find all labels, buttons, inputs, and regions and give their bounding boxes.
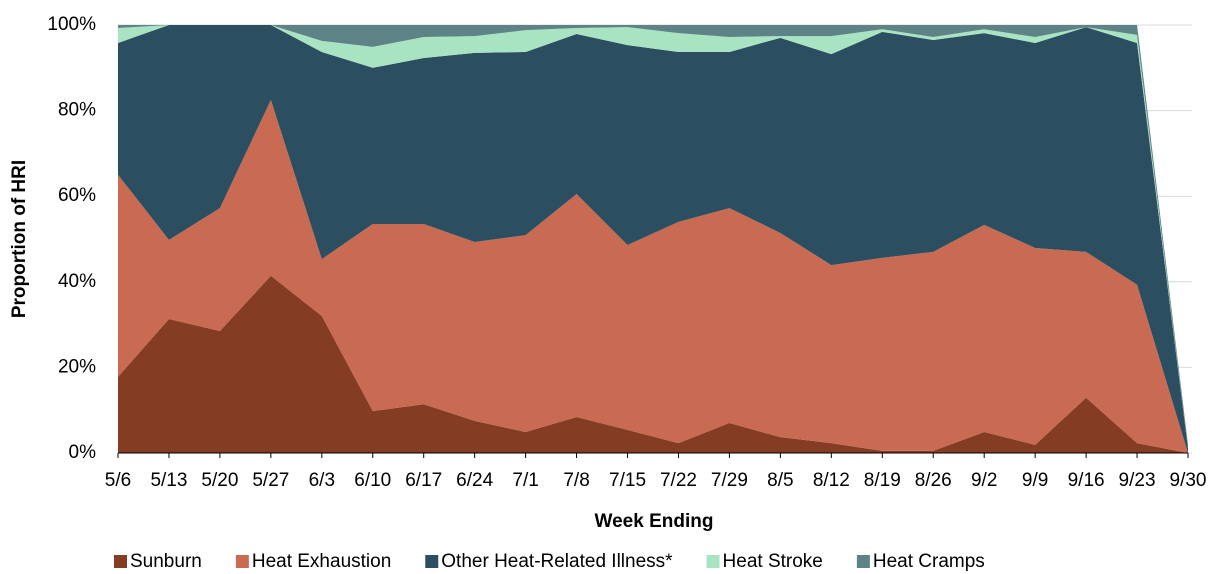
x-tick-label: 5/20 — [201, 470, 238, 491]
x-tick-label: 7/15 — [609, 470, 646, 491]
y-axis-title: Proportion of HRI — [9, 160, 30, 318]
y-tick-label: 60% — [58, 185, 96, 206]
x-tick-label: 9/9 — [1022, 470, 1048, 491]
x-tick-label: 7/22 — [660, 470, 697, 491]
x-tick-label: 6/24 — [456, 470, 493, 491]
y-tick-label: 20% — [58, 356, 96, 377]
legend-swatch — [114, 555, 127, 568]
y-tick-label: 0% — [69, 442, 97, 463]
x-tick-label: 6/10 — [354, 470, 391, 491]
x-tick-label: 6/17 — [405, 470, 442, 491]
x-axis-title: Week Ending — [595, 511, 714, 532]
x-tick-label: 7/8 — [563, 470, 589, 491]
y-tick-label: 40% — [58, 271, 96, 292]
area — [118, 25, 1188, 453]
x-tick-label: 9/23 — [1119, 470, 1156, 491]
x-tick-label: 7/1 — [512, 470, 538, 491]
legend-swatch — [425, 555, 439, 568]
legend-label: Sunburn — [130, 551, 202, 572]
legend-label: Heat Exhaustion — [252, 551, 391, 572]
y-tick-label: 100% — [47, 14, 96, 35]
x-tick-label: 9/2 — [971, 470, 997, 491]
legend-label: Heat Stroke — [723, 551, 823, 572]
x-tick-label: 8/26 — [915, 470, 952, 491]
legend-label: Heat Cramps — [873, 551, 985, 572]
legend-label: Other Heat-Related Illness* — [441, 551, 673, 572]
x-tick-label: 5/27 — [252, 470, 289, 491]
x-tick-label: 7/29 — [711, 470, 748, 491]
legend-swatch — [856, 555, 870, 568]
area — [118, 275, 1188, 453]
x-tick-label: 8/5 — [767, 470, 793, 491]
x-tick-label: 9/16 — [1068, 470, 1105, 491]
x-tick-label: 9/30 — [1170, 470, 1207, 491]
x-tick-label: 6/3 — [309, 470, 335, 491]
area — [118, 99, 1188, 454]
x-tick-label: 8/12 — [813, 470, 850, 491]
legend-swatch — [235, 555, 249, 568]
x-tick-label: 8/19 — [864, 470, 901, 491]
legend-swatch — [706, 555, 720, 568]
x-tick-label: 5/13 — [150, 470, 187, 491]
x-tick-label: 5/6 — [105, 470, 131, 491]
y-tick-label: 80% — [58, 100, 96, 121]
